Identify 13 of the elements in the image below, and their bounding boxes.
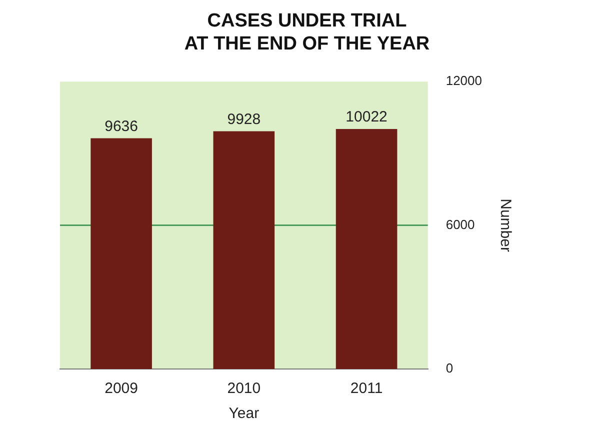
x-tick-label: 2010 — [227, 380, 261, 398]
data-label: 9636 — [104, 118, 138, 135]
y-axis-title: Number — [496, 198, 514, 252]
text: AT THE END OF THE YEAR — [184, 33, 430, 54]
data-label: 9928 — [227, 110, 261, 128]
x-tick-label: 2009 — [104, 380, 138, 398]
y-tick-label: 12000 — [446, 73, 482, 88]
x-axis-title: Year — [228, 405, 260, 422]
y-tick-label: 6000 — [446, 216, 475, 232]
text: CASES UNDER TRIAL — [207, 10, 407, 32]
data-label: 10022 — [346, 108, 388, 126]
x-tick-label: 2011 — [350, 380, 383, 398]
y-tick-label: 0 — [446, 360, 454, 376]
